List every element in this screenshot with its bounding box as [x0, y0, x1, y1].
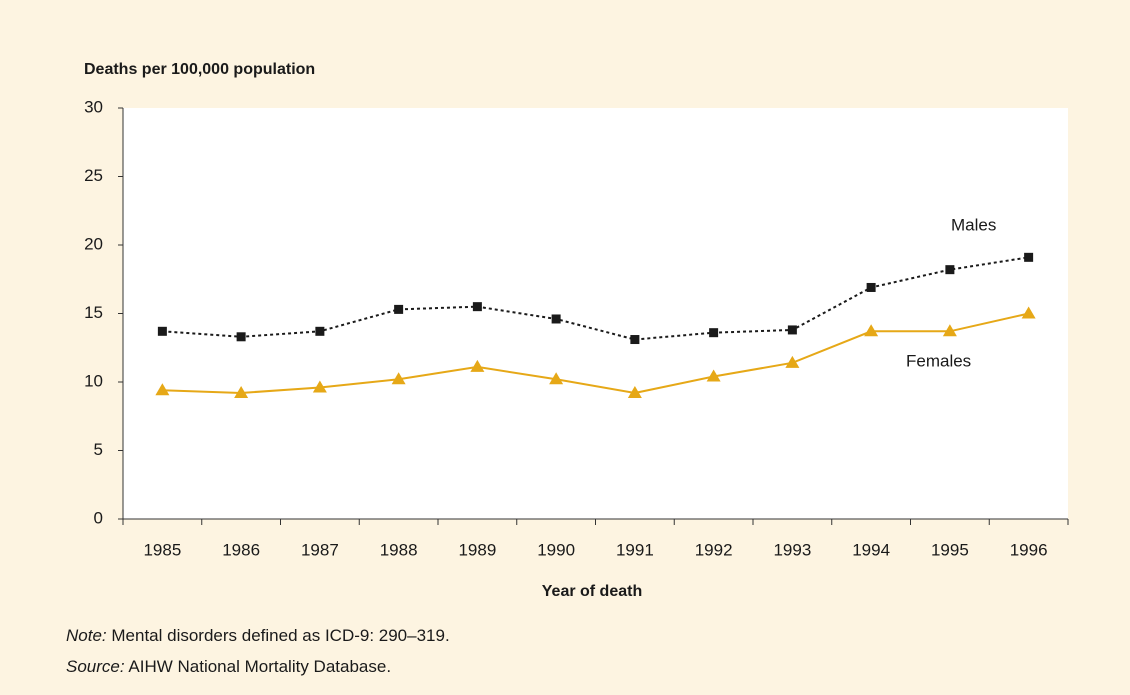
y-tick-label: 15 [84, 303, 103, 322]
source-text: AIHW National Mortality Database. [128, 657, 391, 676]
marker [551, 314, 561, 324]
x-tick-label: 1990 [537, 540, 575, 559]
marker [472, 302, 482, 312]
x-tick-label: 1993 [773, 540, 811, 559]
marker [866, 282, 876, 292]
y-tick-label: 20 [84, 234, 103, 253]
y-axis-title: Deaths per 100,000 population [84, 61, 315, 78]
marker [864, 324, 879, 337]
marker [1024, 252, 1034, 262]
marker [234, 385, 249, 398]
x-tick-label: 1996 [1010, 540, 1048, 559]
marker [942, 324, 957, 337]
marker [709, 328, 719, 338]
series-label: Males [951, 215, 996, 234]
y-tick-label: 10 [84, 371, 103, 390]
x-tick-label: 1985 [143, 540, 181, 559]
y-tick-label: 0 [94, 508, 103, 527]
x-tick-label: 1988 [380, 540, 418, 559]
x-tick-label: 1995 [931, 540, 969, 559]
x-tick-label: 1987 [301, 540, 339, 559]
marker [470, 359, 485, 372]
marker [630, 335, 640, 345]
series-label: Females [906, 351, 971, 370]
marker [706, 369, 721, 382]
marker [945, 265, 955, 275]
marker [157, 326, 167, 336]
series-line [162, 312, 1029, 394]
y-tick-label: 5 [94, 440, 103, 459]
note: Note: Mental disorders defined as ICD-9:… [66, 626, 450, 645]
source: Source: AIHW National Mortality Database… [66, 657, 391, 676]
marker [315, 326, 325, 336]
note-text: Mental disorders defined as ICD-9: 290–3… [111, 626, 449, 645]
x-tick-label: 1992 [695, 540, 733, 559]
x-tick-label: 1991 [616, 540, 654, 559]
marker [627, 385, 642, 398]
note-label: Note: [66, 626, 107, 645]
marker [312, 380, 327, 393]
marker [785, 355, 800, 368]
marker [236, 332, 246, 342]
marker [787, 325, 797, 335]
marker [549, 372, 564, 385]
marker [394, 304, 404, 314]
plot-area [123, 108, 1068, 519]
x-tick-label: 1994 [852, 540, 890, 559]
source-label: Source: [66, 657, 125, 676]
marker [155, 383, 170, 396]
y-tick-label: 25 [84, 166, 103, 185]
y-tick-label: 30 [84, 97, 103, 116]
x-tick-label: 1986 [222, 540, 260, 559]
x-axis-title: Year of death [542, 583, 642, 600]
marker [1021, 306, 1036, 319]
series-line [162, 256, 1029, 341]
x-tick-label: 1989 [458, 540, 496, 559]
marker [391, 372, 406, 385]
